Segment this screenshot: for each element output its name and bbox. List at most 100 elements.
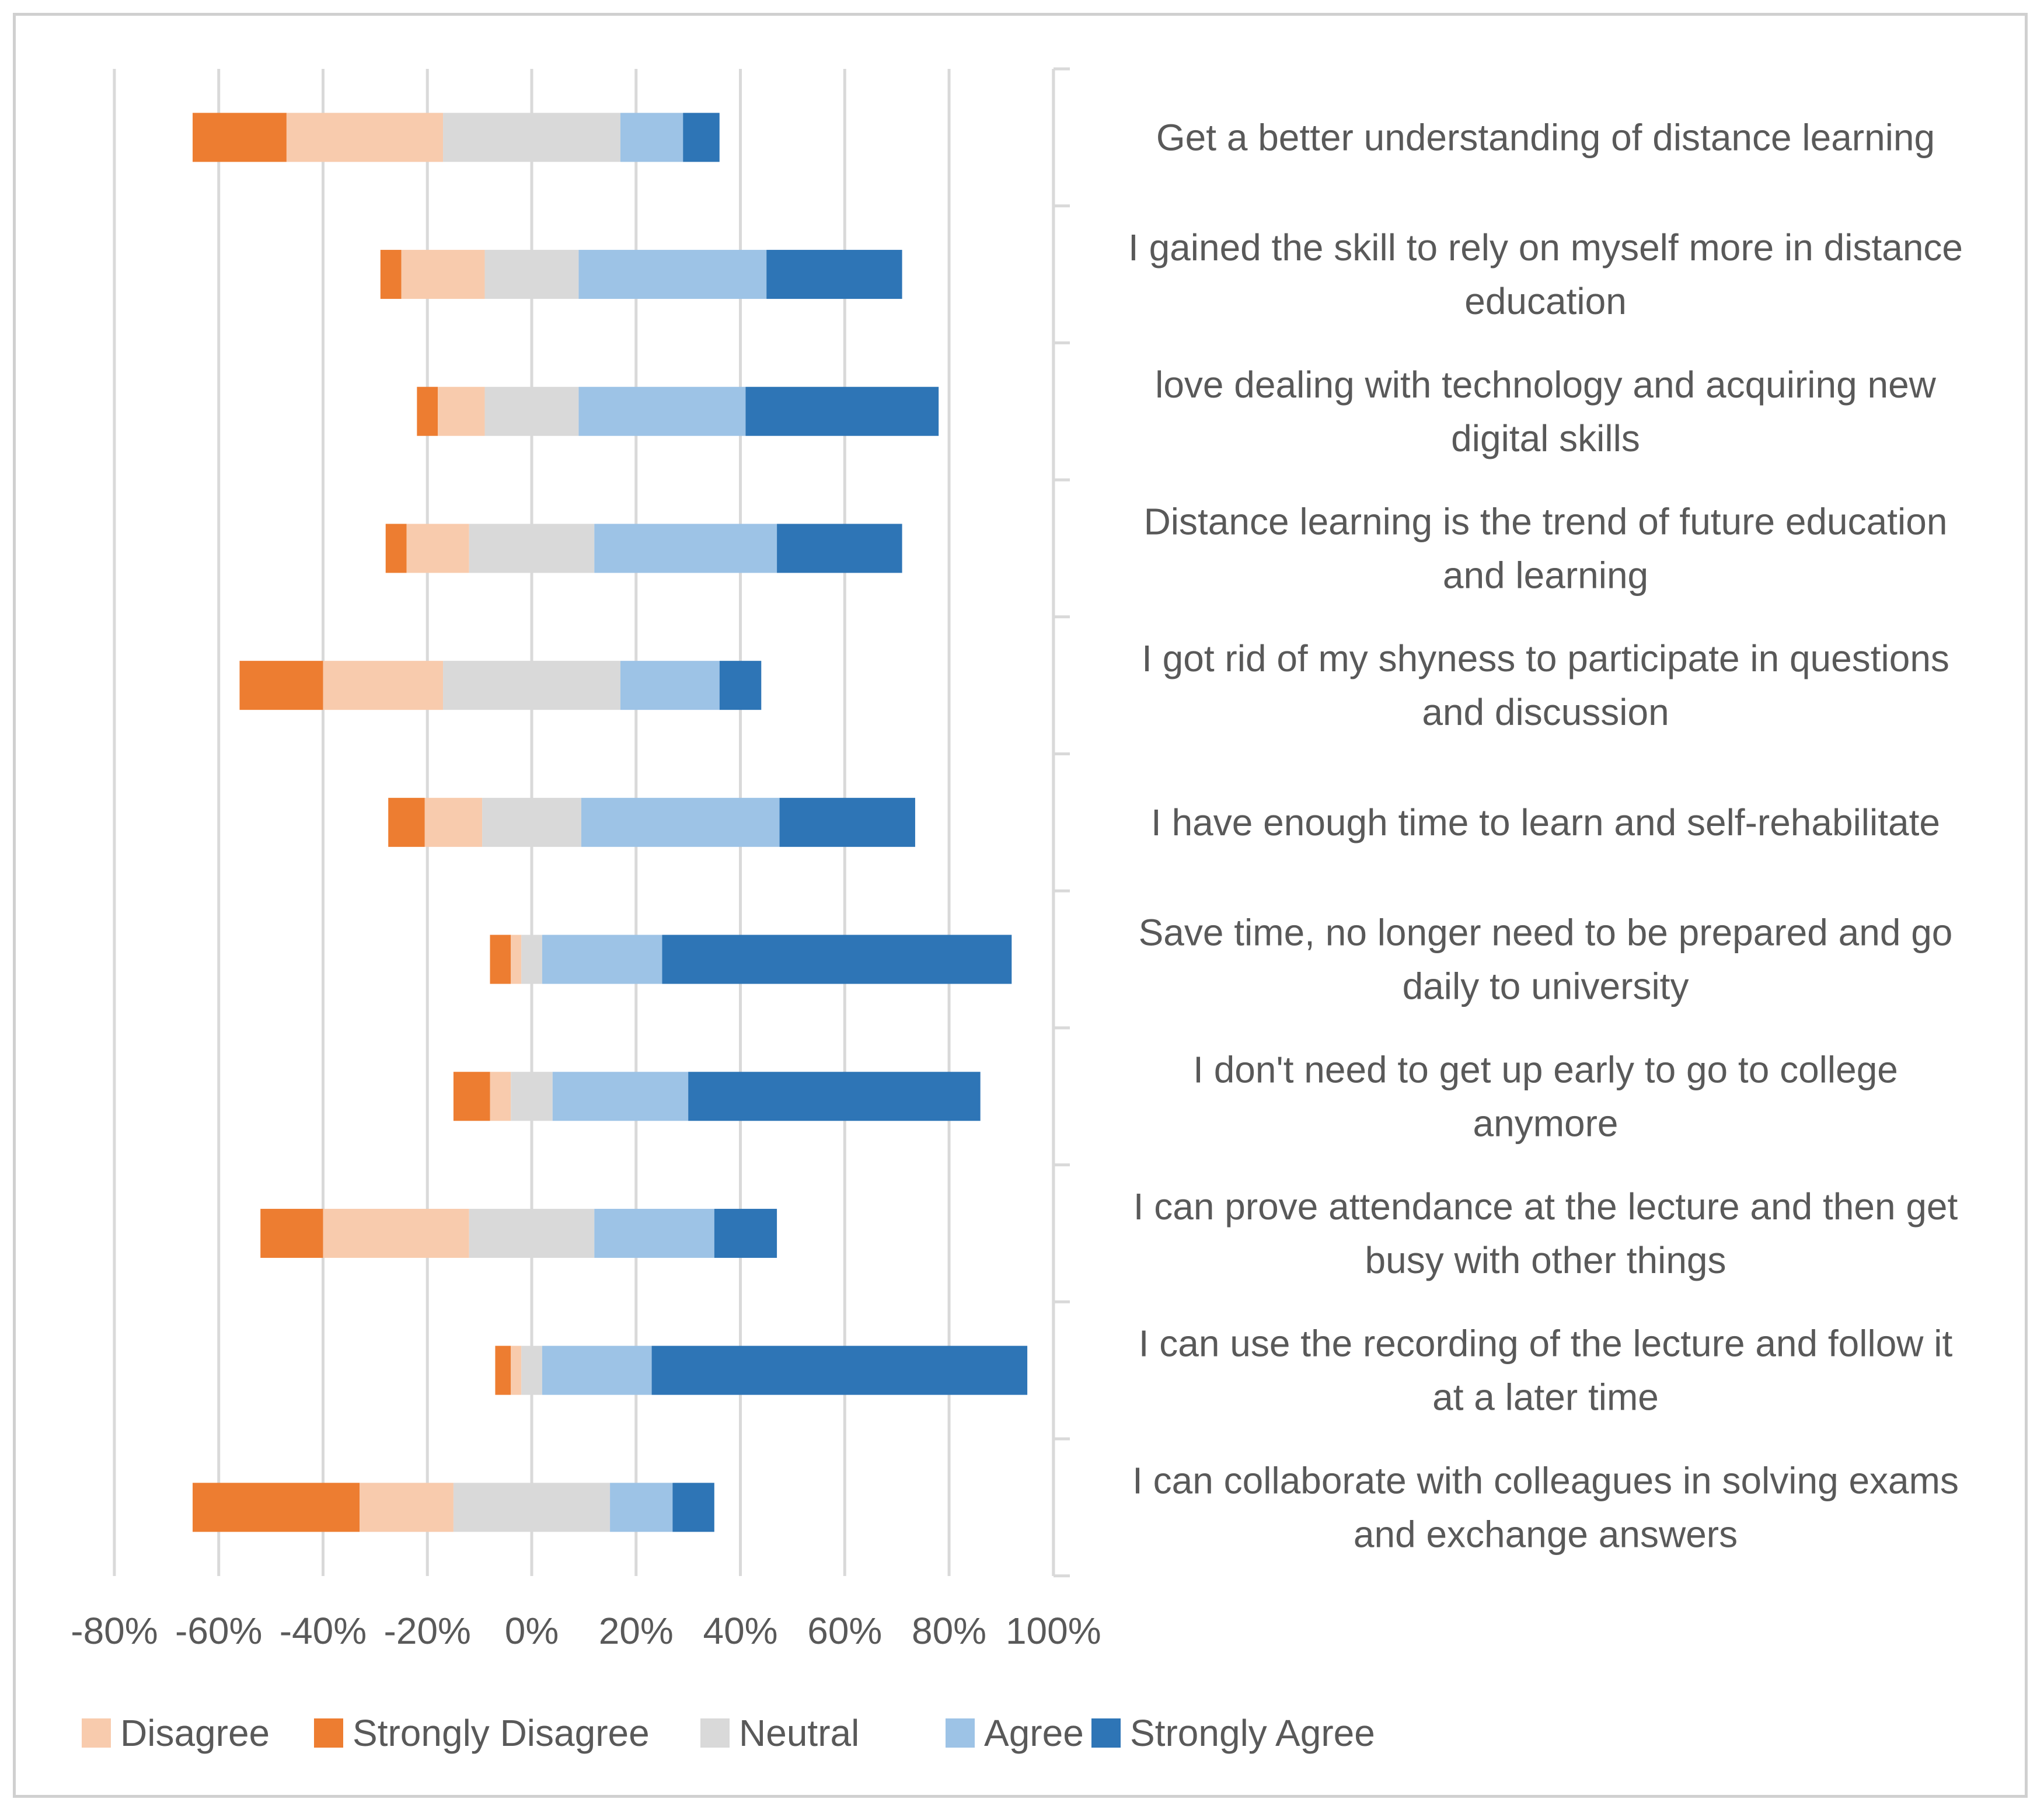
bar-segment-strongly-agree [777,524,902,573]
category-label-line: I got rid of my shyness to participate i… [1142,637,1949,679]
bar-segment-strongly-disagree [239,661,323,710]
category-label: I got rid of my shyness to participate i… [1142,637,1949,733]
category-label-line: I can use the recording of the lecture a… [1139,1323,1953,1365]
legend-swatch-strongly-agree [1091,1718,1121,1748]
bar-segment-disagree [511,1345,522,1395]
x-tick-label: 60% [807,1610,882,1652]
legend-swatch-disagree [82,1718,111,1748]
bar-segment-neutral [511,1072,553,1121]
x-tick-label: 0% [505,1610,559,1652]
category-label: I gained the skill to rely on myself mor… [1128,226,1963,322]
x-tick-label: 100% [1006,1610,1101,1652]
x-tick-label: 40% [703,1610,777,1652]
legend-swatch-agree [946,1718,975,1748]
bar-segment-strongly-disagree [453,1072,490,1121]
bars [193,113,1028,1532]
category-label: Distance learning is the trend of future… [1144,500,1948,596]
bar-segment-neutral [443,661,620,710]
bar-segment-disagree [511,935,522,984]
bar-segment-agree [581,797,780,847]
bar-segment-agree [578,250,767,299]
x-tick-label: -60% [175,1610,262,1652]
bar-segment-strongly-agree [672,1483,714,1532]
category-label-line: anymore [1473,1102,1619,1144]
bar-segment-disagree [438,386,485,436]
category-label-line: Get a better understanding of distance l… [1156,116,1935,158]
bar-segment-disagree [406,524,469,573]
bar-segment-agree [542,1345,652,1395]
bar-segment-strongly-disagree [193,113,287,162]
bar-segment-agree [620,113,683,162]
legend-swatch-neutral [700,1718,730,1748]
category-label-line: and exchange answers [1354,1513,1738,1555]
bar-segment-neutral [521,1345,542,1395]
category-label: I can use the recording of the lecture a… [1139,1323,1953,1418]
bar-segment-agree [620,661,720,710]
bar-segment-neutral [469,524,595,573]
bar-segment-strongly-disagree [388,797,425,847]
bar-segment-strongly-agree [766,250,902,299]
bar-segment-agree [578,386,746,436]
bar-segment-strongly-disagree [490,935,511,984]
category-label-line: I can prove attendance at the lecture an… [1133,1186,1958,1228]
bar-segment-disagree [323,1208,469,1258]
bar-segment-strongly-disagree [193,1483,360,1532]
category-label-line: I can collaborate with colleagues in sol… [1132,1459,1959,1501]
bar-segment-strongly-agree [688,1072,981,1121]
bar-segment-strongly-agree [714,1208,777,1258]
bar-segment-agree [552,1072,689,1121]
x-tick-label: 80% [912,1610,986,1652]
category-label: I don't need to get up early to go to co… [1193,1048,1898,1144]
category-label-line: I gained the skill to rely on myself mor… [1128,226,1963,269]
category-label-line: I don't need to get up early to go to co… [1193,1048,1898,1090]
category-label-line: and discussion [1422,691,1669,733]
category-label-line: and learning [1443,554,1648,596]
category-label-line: Save time, no longer need to be prepared… [1139,912,1953,954]
bar-segment-strongly-disagree [380,250,402,299]
bar-segment-disagree [401,250,485,299]
bar-segment-agree [594,1208,714,1258]
bar-segment-agree [610,1483,673,1532]
legend: Disagree Strongly Disagree Neutral Agree Str… [82,1712,1375,1754]
bar-segment-neutral [484,250,579,299]
bar-segment-disagree [490,1072,511,1121]
category-label: I have enough time to learn and self-reh… [1151,801,1940,843]
x-tick-label: -20% [384,1610,471,1652]
category-label-line: education [1464,280,1627,322]
bar-segment-disagree [360,1483,454,1532]
bar-segment-neutral [453,1483,611,1532]
bar-segment-disagree [286,113,444,162]
category-label: I can prove attendance at the lecture an… [1133,1186,1958,1281]
bar-segment-strongly-disagree [495,1345,511,1395]
category-label: Save time, no longer need to be prepared… [1139,912,1953,1007]
bar-segment-agree [594,524,777,573]
category-label-line: busy with other things [1365,1239,1726,1281]
bar-segment-disagree [424,797,483,847]
category-label: I can collaborate with colleagues in sol… [1132,1459,1959,1555]
bar-segment-strongly-agree [651,1345,1028,1395]
category-label-line: love dealing with technology and acquiri… [1155,364,1937,406]
bar-segment-neutral [469,1208,595,1258]
x-tick-label: -40% [280,1610,367,1652]
category-label-line: daily to university [1403,965,1689,1007]
category-axis [1052,67,1070,1578]
bar-segment-strongly-agree [719,661,762,710]
category-label: love dealing with technology and acquiri… [1155,364,1937,459]
legend-label: Agree [984,1712,1084,1754]
bar-segment-neutral [482,797,581,847]
legend-label: Strongly Disagree [353,1712,650,1754]
bar-segment-neutral [443,113,620,162]
bar-segment-strongly-disagree [260,1208,323,1258]
legend-label: Strongly Agree [1130,1712,1375,1754]
bar-segment-neutral [484,386,579,436]
bar-segment-neutral [521,935,542,984]
category-labels: Get a better understanding of distance l… [1128,116,1963,1555]
legend-label: Disagree [120,1712,270,1754]
x-tick-labels: -80% -60% -40% -20% 0% 20% 40% 60% 80% 100% [71,1610,1101,1652]
bar-segment-strongly-agree [745,386,939,436]
bar-segment-strongly-agree [683,113,720,162]
bar-segment-disagree [323,661,444,710]
bar-segment-strongly-disagree [417,386,438,436]
category-label: Get a better understanding of distance l… [1156,116,1935,158]
